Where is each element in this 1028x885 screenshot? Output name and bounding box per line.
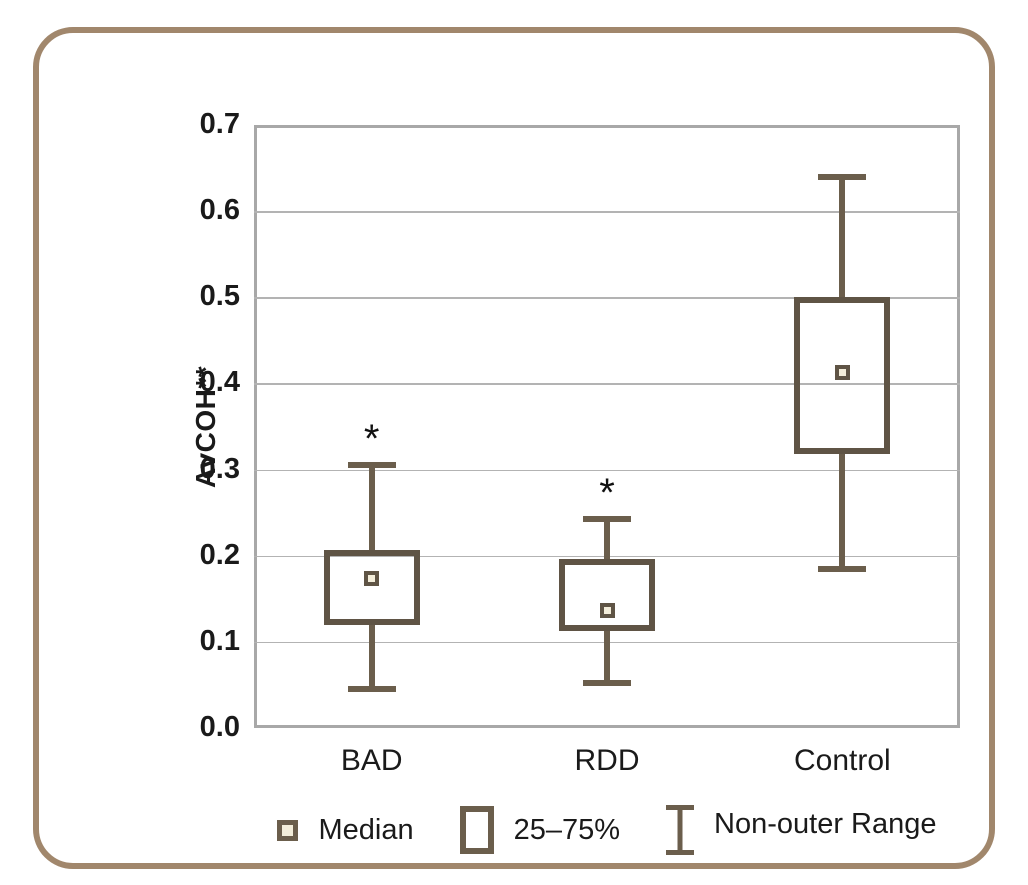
lower-whisker-stem	[368, 625, 375, 690]
legend-label: Non-outer Range	[714, 807, 937, 840]
lower-whisker-cap	[347, 686, 396, 693]
gridline	[254, 383, 960, 385]
lower-whisker-cap	[818, 565, 867, 572]
legend: Median 25–75% Non-outer Range	[254, 805, 960, 855]
y-tick-label: 0.0	[199, 710, 240, 743]
legend-label: Median	[318, 813, 414, 846]
legend-label: 25–75%	[513, 813, 621, 846]
legend-item: Non-outer Range	[666, 805, 937, 855]
y-tick-label: 0.5	[199, 280, 240, 313]
plot-area	[254, 125, 960, 728]
iqr-box	[559, 559, 655, 631]
y-tick-label: 0.6	[199, 193, 240, 226]
y-tick-label: 0.7	[199, 107, 240, 140]
x-category-label: Control	[793, 744, 891, 777]
chart-frame: AvCOH** 0.0 0.1 0.2 0.3 0.4 0.5 0.6 0.7 * * BAD R…	[33, 27, 995, 869]
iqr-box	[323, 549, 420, 626]
median-marker	[599, 603, 615, 619]
significance-asterisk: *	[363, 417, 380, 462]
plot-region: AvCOH** 0.0 0.1 0.2 0.3 0.4 0.5 0.6 0.7 * * BAD R…	[190, 108, 960, 777]
upper-whisker-cap	[818, 173, 867, 180]
x-category-label: BAD	[340, 744, 403, 777]
iqr-box	[794, 297, 891, 455]
legend-item: 25–75%	[459, 806, 621, 854]
y-axis-title: AvCOH**	[190, 365, 221, 488]
y-tick-label: 0.3	[199, 452, 240, 485]
whisker-range-icon	[666, 805, 695, 855]
x-category-label: RDD	[574, 744, 640, 777]
y-tick-label: 0.4	[199, 366, 240, 399]
gridline	[254, 469, 960, 472]
gridline	[254, 297, 960, 299]
median-marker-icon	[277, 819, 299, 841]
lower-whisker-stem	[604, 630, 610, 684]
upper-whisker-stem	[604, 518, 610, 560]
gridline	[254, 211, 960, 213]
significance-asterisk: *	[599, 470, 615, 515]
upper-whisker-stem	[839, 176, 846, 298]
median-marker	[834, 364, 850, 380]
median-marker	[364, 571, 380, 587]
legend-item: Median	[277, 813, 414, 847]
upper-whisker-cap	[583, 515, 631, 522]
iqr-box-icon	[459, 806, 494, 854]
lower-whisker-stem	[839, 454, 846, 569]
upper-whisker-stem	[368, 465, 375, 550]
lower-whisker-cap	[583, 680, 631, 687]
upper-whisker-cap	[347, 462, 396, 469]
y-tick-label: 0.2	[199, 538, 240, 571]
y-tick-label: 0.1	[199, 624, 240, 657]
